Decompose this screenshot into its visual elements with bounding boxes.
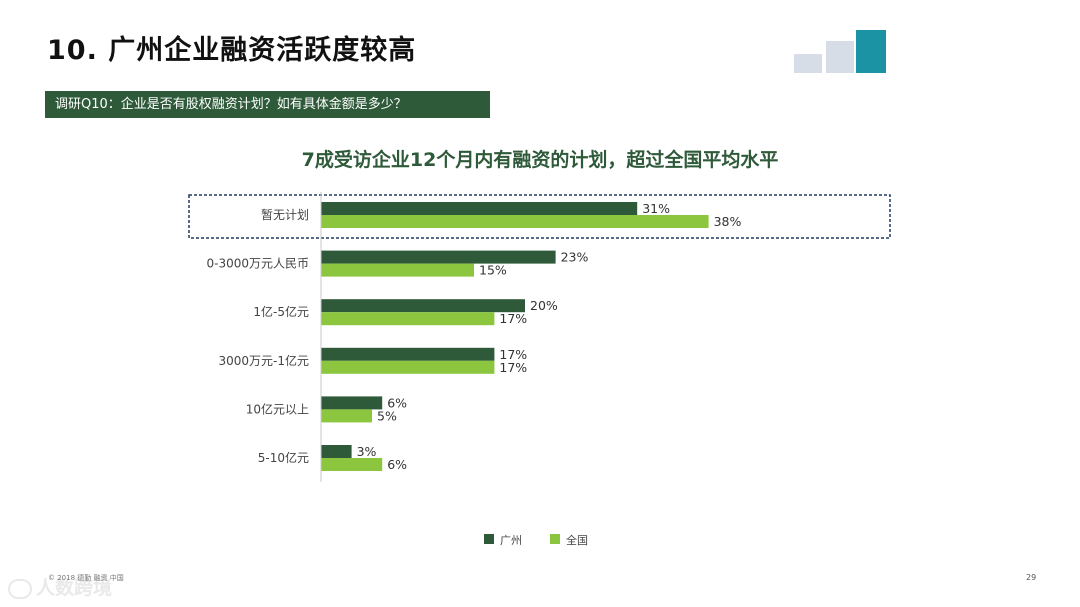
category-label: 1亿-5亿元 xyxy=(253,304,309,319)
chart-title: 7成受访企业12个月内有融资的计划，超过全国平均水平 xyxy=(301,149,779,171)
category-label: 3000万元-1亿元 xyxy=(218,353,309,368)
watermark-text: 人数跨境 xyxy=(36,577,113,599)
data-label: 17% xyxy=(499,311,527,326)
logo-bar-tall xyxy=(856,30,886,73)
legend-swatch-national xyxy=(550,534,560,544)
data-label: 31% xyxy=(642,201,670,216)
bar-national xyxy=(321,215,709,228)
data-label: 38% xyxy=(714,214,742,229)
survey-question: 调研Q10：企业是否有股权融资计划？如有具体金额是多少？ xyxy=(45,91,490,118)
legend-label: 广州 xyxy=(500,534,522,547)
data-label: 17% xyxy=(499,360,527,375)
data-label: 15% xyxy=(479,263,507,278)
footer-note: © 2018 德勤 融资 中国 xyxy=(48,574,124,582)
bar-guangzhou xyxy=(321,250,556,264)
category-label: 10亿元以上 xyxy=(246,401,309,416)
bar-national xyxy=(321,360,495,374)
bar-national xyxy=(321,263,474,277)
legend-label: 全国 xyxy=(566,533,588,547)
bar-guangzhou xyxy=(321,396,383,410)
bar-guangzhou xyxy=(321,347,495,361)
bar-guangzhou xyxy=(321,445,352,458)
category-label: 5-10亿元 xyxy=(258,450,309,465)
data-label: 5% xyxy=(377,408,397,423)
bar-guangzhou xyxy=(321,299,525,313)
legend-swatch-guangzhou xyxy=(484,534,494,544)
bar-national xyxy=(321,312,495,326)
data-label: 6% xyxy=(387,457,407,472)
bar-national xyxy=(321,458,383,471)
logo-bar-small xyxy=(794,54,822,73)
data-label: 20% xyxy=(530,298,558,313)
data-label: 3% xyxy=(357,444,377,459)
bar-guangzhou xyxy=(321,202,638,215)
category-label: 0-3000万元人民币 xyxy=(206,257,309,271)
highlight-box xyxy=(188,194,891,239)
brand-logo xyxy=(794,30,890,76)
page-number: 29 xyxy=(1026,573,1037,582)
watermark: 人数跨境 xyxy=(8,573,112,600)
logo-bar-medium xyxy=(826,41,854,73)
data-label: 6% xyxy=(387,395,407,410)
watermark-logo-icon xyxy=(8,578,32,599)
page-title: 10. 广州企业融资活跃度较高 xyxy=(47,35,417,66)
bar-national xyxy=(321,409,372,423)
category-label: 暂无计划 xyxy=(261,208,309,222)
data-label: 23% xyxy=(561,250,589,265)
data-label: 17% xyxy=(499,347,527,362)
